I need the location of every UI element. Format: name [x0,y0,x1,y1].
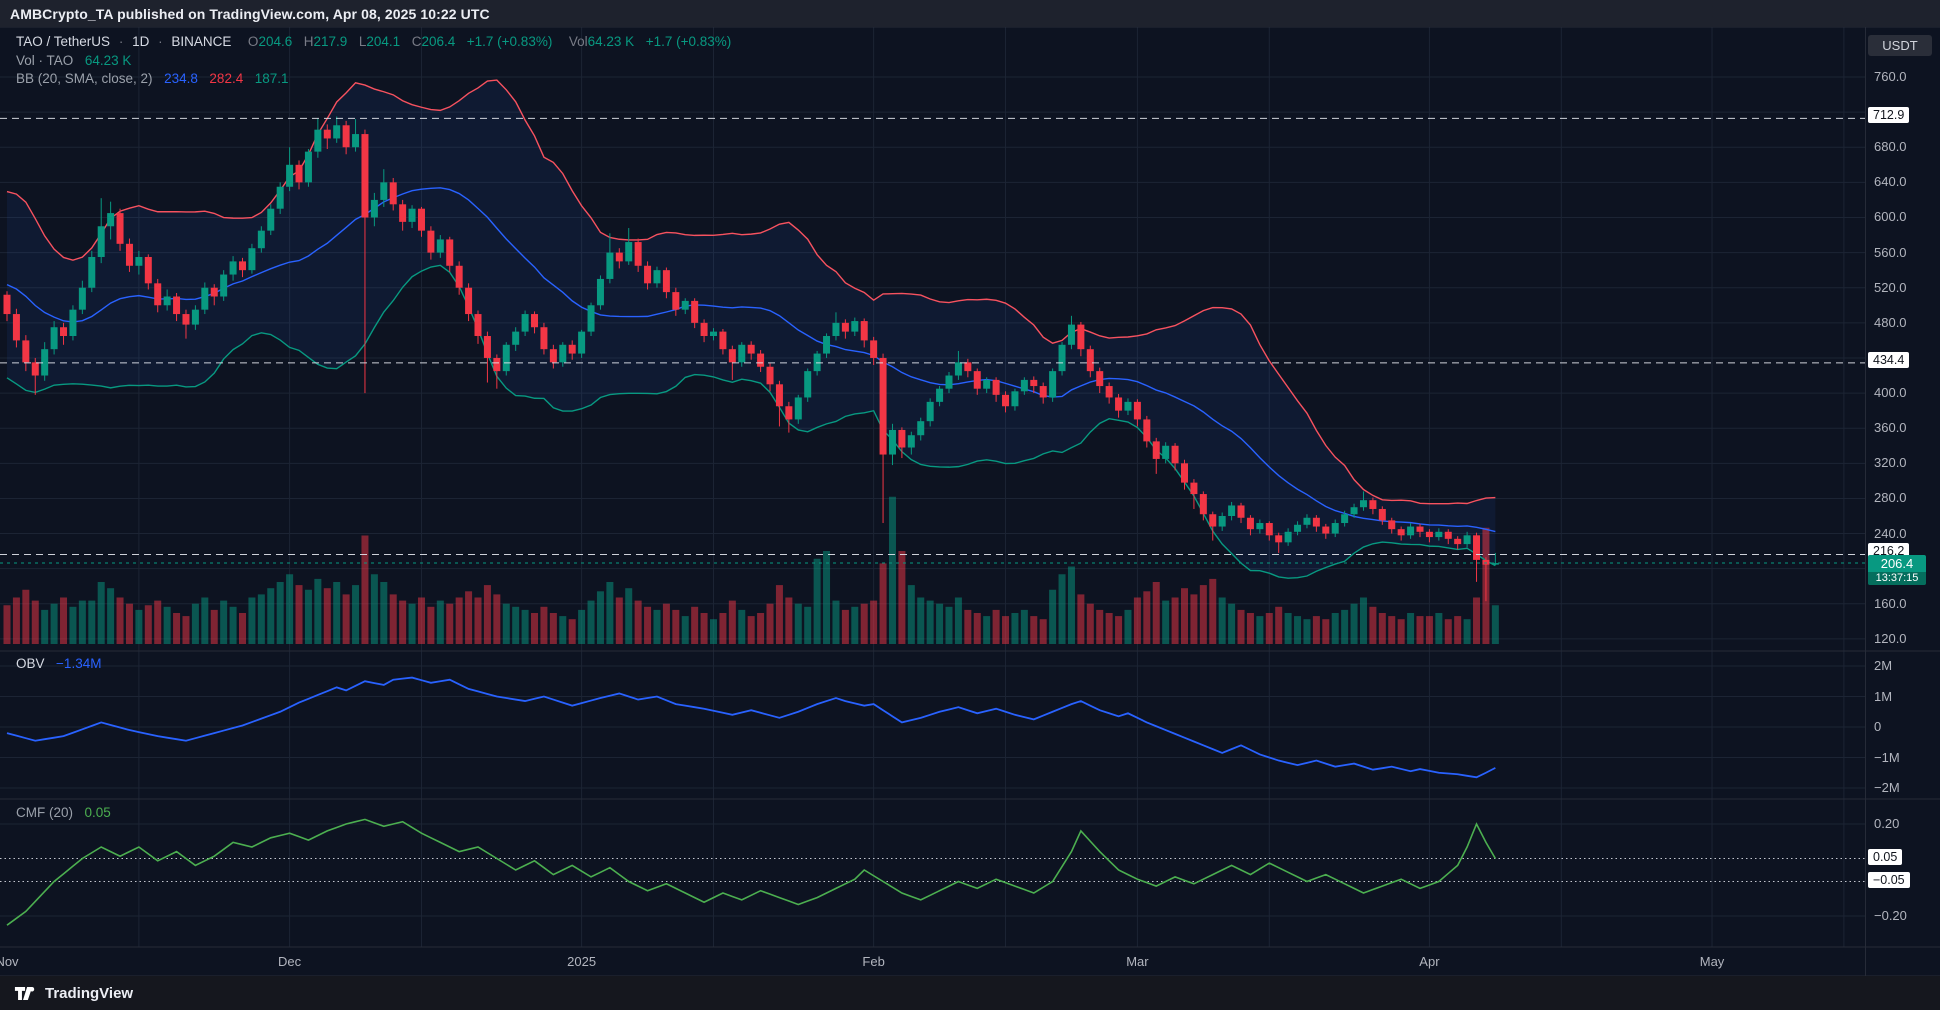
bar-countdown: 13:37:15 [1868,572,1926,586]
price-tick: 760.0 [1874,69,1907,84]
price-tick: 640.0 [1874,174,1907,190]
volume-row-legend[interactable]: Vol · TAO 64.23 K [16,53,131,68]
publish-bar: AMBCrypto_TA published on TradingView.co… [0,0,1940,27]
price-tick: 560.0 [1874,244,1907,260]
cmf-level-badge: 0.05 [1868,848,1903,865]
tradingview-logo-icon [14,986,35,1000]
price-tick: 160.0 [1874,595,1907,611]
symbol-name[interactable]: TAO / TetherUS [16,34,111,49]
time-axis-label[interactable]: May [1699,954,1725,969]
obv-axis-label: −2M [1874,780,1900,795]
price-tick: 400.0 [1874,385,1907,401]
separator-dot: · [158,34,163,49]
price-axis[interactable]: USDT 760.0 680.0 640.0 600.0 560.0 520.0 480.0… [1865,0,1940,1010]
cmf-level-badge: −0.05 [1868,871,1910,888]
open-value: 204.6 [258,34,293,49]
last-price-value: 206.4 [1880,556,1914,572]
high-label: H [303,34,314,49]
low-value: 204.1 [366,34,401,49]
low-label: L [358,34,367,49]
exchange-label[interactable]: BINANCE [171,34,232,49]
volume-change: +1.7 (+0.83%) [645,34,732,49]
obv-axis-label: 0 [1874,719,1882,734]
cmf-label: CMF (20) [16,805,73,820]
obv-axis-label: −1M [1874,749,1900,765]
bb-upper-value: 282.4 [209,71,244,86]
change-value: +1.7 (+0.83%) [466,34,553,49]
price-tick: 280.0 [1874,490,1907,506]
price-tick: 480.0 [1874,314,1907,330]
volume-value: 64.23 K [587,34,635,49]
close-value: 206.4 [421,34,456,49]
tradingview-logo[interactable]: TradingView [14,985,133,1002]
time-axis[interactable]: Nov Dec 2025 Feb Mar Apr May [0,947,1865,976]
obv-label: OBV [16,656,45,671]
obv-legend[interactable]: OBV −1.34M [16,656,101,671]
close-label: C [411,34,422,49]
price-tick: 680.0 [1874,139,1907,155]
bb-legend[interactable]: BB (20, SMA, close, 2) 234.8 282.4 187.1 [16,71,289,86]
time-axis-label[interactable]: Mar [1126,954,1149,969]
price-tick: 360.0 [1874,420,1907,436]
footer-bar: TradingView [0,976,1940,1010]
tradingview-logo-text: TradingView [45,984,134,1002]
price-tick: 240.0 [1874,525,1907,541]
bb-lower-value: 187.1 [254,71,289,86]
obv-axis-label: 2M [1874,658,1893,673]
time-axis-label[interactable]: Nov [0,954,19,969]
price-level-badge: 712.9 [1868,107,1910,124]
high-value: 217.9 [313,34,348,49]
time-axis-label[interactable]: Dec [278,954,302,969]
cmf-legend[interactable]: CMF (20) 0.05 [16,805,111,820]
open-label: O [247,34,259,49]
separator-dot: · [118,34,124,49]
volume-row-label: Vol · TAO [16,53,74,68]
time-axis-label[interactable]: 2025 [567,954,597,969]
volume-label: Vol [568,34,588,49]
currency-toggle-button[interactable]: USDT [1868,35,1932,56]
cmf-axis-label: −0.20 [1874,908,1907,923]
obv-axis-label: 1M [1874,688,1893,704]
price-tick: 600.0 [1874,209,1907,225]
price-level-badge: 434.4 [1868,351,1910,368]
timeframe-label[interactable]: 1D [132,34,150,49]
obv-value: −1.34M [56,656,102,671]
bb-basis-value: 234.8 [164,71,198,86]
bb-label: BB (20, SMA, close, 2) [16,71,153,86]
volume-row-value: 64.23 K [84,53,132,68]
time-axis-label[interactable]: Apr [1419,954,1440,969]
time-axis-label[interactable]: Feb [862,954,885,969]
cmf-value: 0.05 [84,805,111,820]
price-tick: 120.0 [1874,630,1907,646]
publish-info: AMBCrypto_TA published on TradingView.co… [10,5,490,22]
main-symbol-legend[interactable]: TAO / TetherUS · 1D · BINANCE O204.6 H21… [16,34,731,49]
cmf-axis-label: 0.20 [1874,816,1900,831]
price-tick: 320.0 [1874,455,1907,471]
last-price-badge: 206.4 13:37:15 [1868,555,1926,586]
price-tick: 520.0 [1874,279,1907,295]
